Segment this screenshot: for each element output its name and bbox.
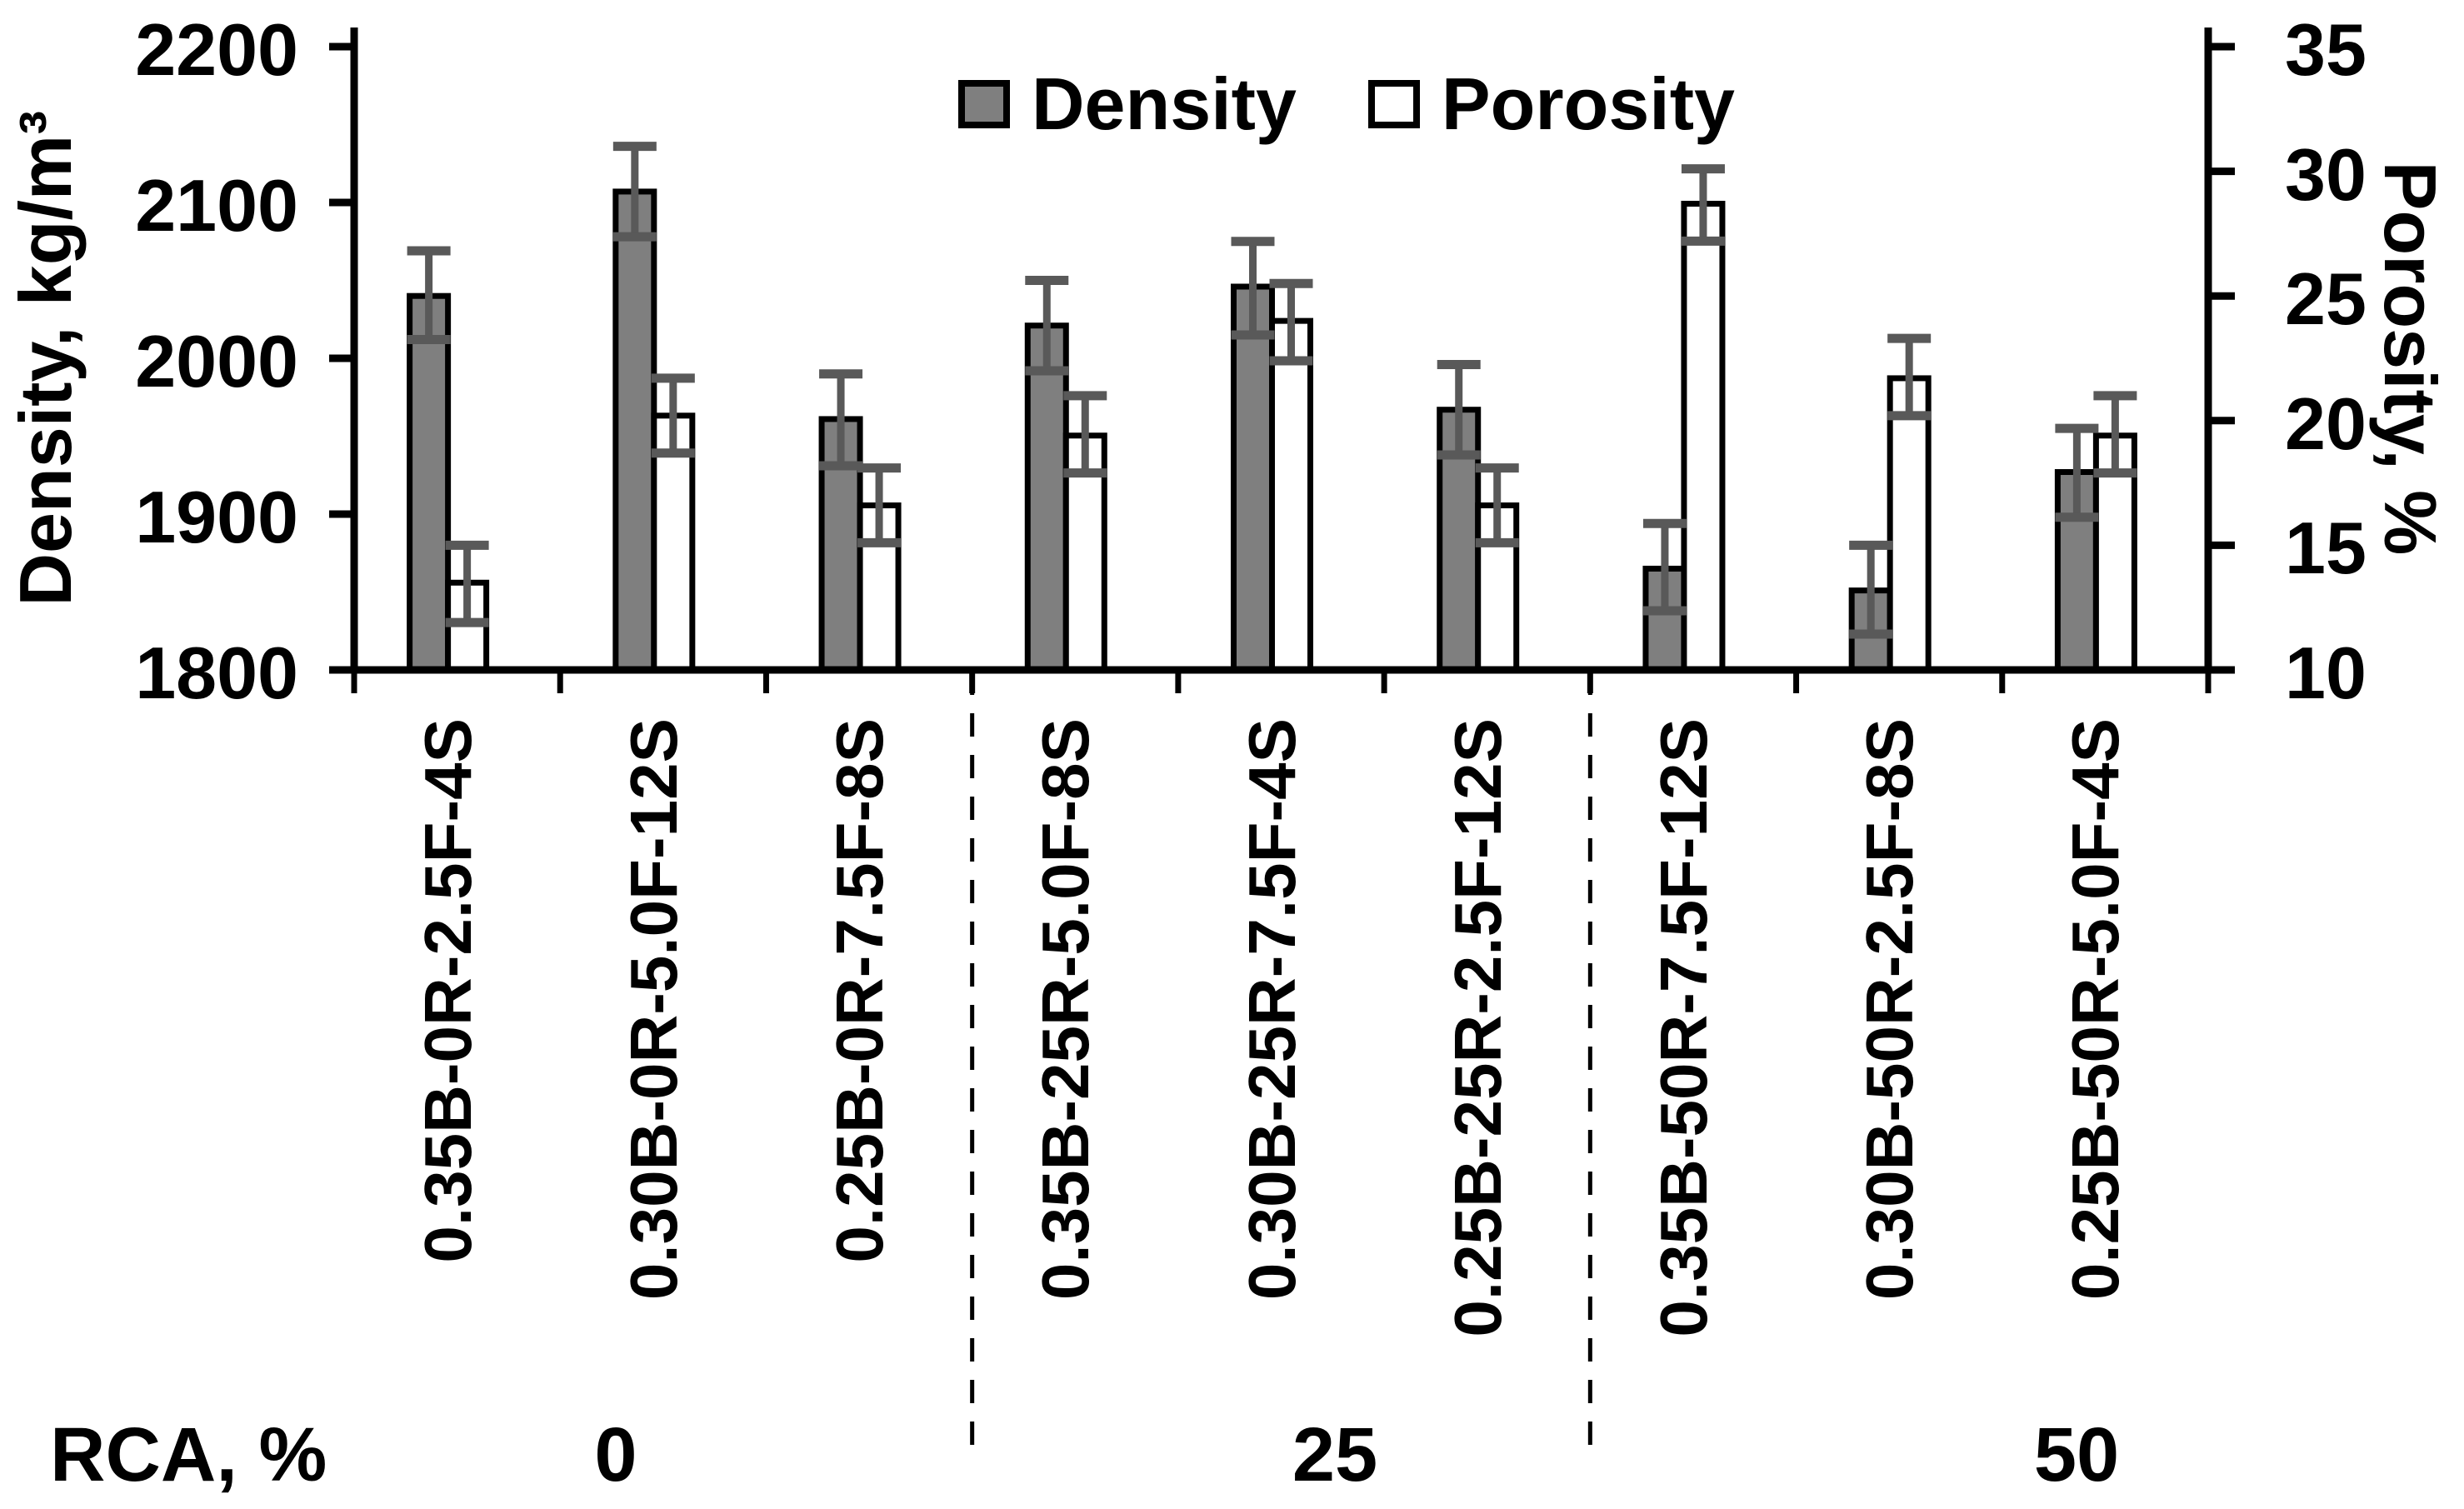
density-bar <box>407 292 452 673</box>
right-tick-label: 25 <box>2285 257 2367 341</box>
category-label: 0.30B-50R-2.5F-8S <box>1852 718 1927 1301</box>
right-axis-title: Porosity, % <box>2369 161 2452 556</box>
category-label: 0.30B-25R-7.5F-4S <box>1234 718 1309 1301</box>
category-label: 0.25B-25R-2.5F-12S <box>1440 718 1515 1337</box>
porosity-bar <box>1887 375 1932 673</box>
chart-legend: Density Porosity <box>958 58 1735 150</box>
category-label: 0.30B-0R-5.0F-12S <box>616 718 691 1301</box>
density-bar <box>1024 322 1069 673</box>
density-legend-swatch <box>958 80 1010 128</box>
porosity-legend-label: Porosity <box>1441 62 1735 145</box>
category-label: 0.25B-50R-5.0F-4S <box>2058 718 2133 1301</box>
category-label: 0.35B-0R-2.5F-4S <box>410 718 485 1263</box>
porosity-legend-swatch <box>1367 80 1420 128</box>
group-value-label: 25 <box>1292 1412 1378 1497</box>
category-label: 0.35B-50R-7.5F-12S <box>1646 718 1721 1337</box>
right-tick-label: 30 <box>2285 132 2367 216</box>
category-label: 0.35B-25R-5.0F-8S <box>1028 718 1103 1301</box>
left-tick-label: 1900 <box>135 476 298 558</box>
density-legend-label: Density <box>1032 62 1297 145</box>
left-tick-label: 2200 <box>135 8 298 91</box>
porosity-bar <box>651 412 696 673</box>
right-tick-label: 20 <box>2285 382 2367 465</box>
density-bar <box>612 188 657 673</box>
right-tick-label: 35 <box>2285 8 2367 91</box>
density-bar <box>1231 283 1275 673</box>
left-tick-label: 1800 <box>135 632 298 714</box>
right-tick-label: 10 <box>2285 632 2367 714</box>
porosity-bar <box>1681 200 1726 673</box>
category-label: 0.25B-0R-7.5F-8S <box>822 718 897 1263</box>
group-value-label: 50 <box>2033 1412 2120 1497</box>
group-axis-label: RCA, % <box>50 1412 327 1497</box>
porosity-bar <box>1269 317 1313 673</box>
left-tick-label: 2100 <box>135 164 298 247</box>
left-tick-label: 2000 <box>135 320 298 402</box>
right-tick-label: 15 <box>2285 507 2367 590</box>
group-value-label: 0 <box>594 1412 637 1497</box>
